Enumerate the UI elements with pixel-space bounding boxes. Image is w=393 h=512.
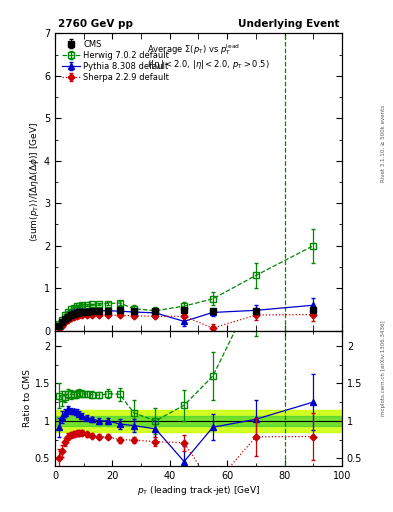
Text: mcplots.cern.ch [arXiv:1306.3436]: mcplots.cern.ch [arXiv:1306.3436] — [381, 321, 386, 416]
X-axis label: $p_{\rm T}$ (leading track-jet) [GeV]: $p_{\rm T}$ (leading track-jet) [GeV] — [137, 483, 260, 497]
Text: Rivet 3.1.10, ≥ 500k events: Rivet 3.1.10, ≥ 500k events — [381, 105, 386, 182]
Text: 2760 GeV pp: 2760 GeV pp — [58, 19, 133, 29]
Y-axis label: $\langle$sum$(p_{\rm T})\rangle/[\Delta\eta\Delta(\Delta\phi)]$ [GeV]: $\langle$sum$(p_{\rm T})\rangle/[\Delta\… — [28, 122, 41, 242]
Legend: CMS, Herwig 7.0.2 default, Pythia 8.308 default, Sherpa 2.2.9 default: CMS, Herwig 7.0.2 default, Pythia 8.308 … — [59, 37, 172, 84]
Text: Underlying Event: Underlying Event — [237, 19, 339, 29]
Text: Average $\Sigma(p_{\rm T})$ vs $p_{\rm T}^{\rm lead}$
$(|\eta_{\rm j}|{<}2.0,\,|: Average $\Sigma(p_{\rm T})$ vs $p_{\rm T… — [147, 42, 270, 72]
Y-axis label: Ratio to CMS: Ratio to CMS — [23, 369, 32, 427]
